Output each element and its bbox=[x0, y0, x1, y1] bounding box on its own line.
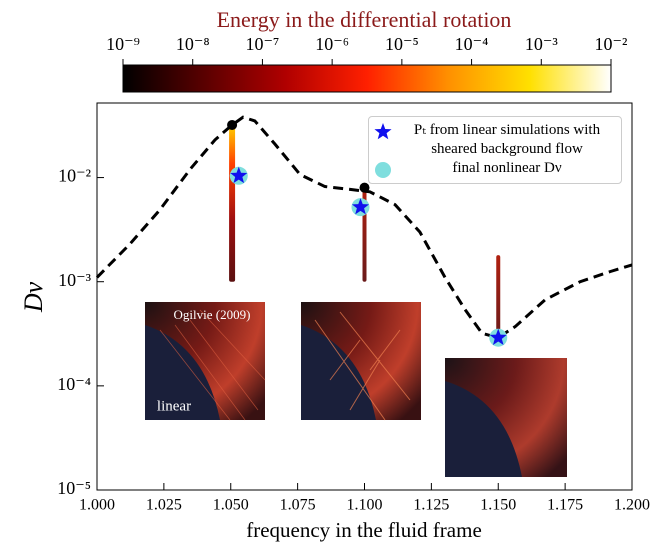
star bbox=[489, 328, 507, 345]
legend-entry: final nonlinear Dν bbox=[373, 159, 617, 179]
x-tick-label: 1.200 bbox=[614, 497, 650, 514]
plot-frame bbox=[96, 102, 633, 491]
y-tick-label: 10⁻⁵ bbox=[57, 478, 91, 498]
legend-entry: Pₜ from linear simulations with sheared … bbox=[373, 121, 617, 159]
chart-title: Energy in the differential rotation bbox=[217, 7, 512, 32]
y-tick-label: 10⁻³ bbox=[58, 270, 92, 290]
legend-marker-shape bbox=[375, 162, 391, 178]
inset bbox=[301, 302, 421, 421]
legend-marker-shape bbox=[374, 123, 392, 140]
y-axis-label: Dν bbox=[19, 281, 48, 313]
legend-label: final nonlinear Dν bbox=[452, 160, 562, 176]
inset bbox=[445, 358, 567, 477]
energy-track bbox=[496, 255, 501, 338]
colorbar-tick-label: 10⁻⁵ bbox=[385, 34, 419, 54]
x-tick-label: 1.100 bbox=[347, 497, 383, 514]
legend-marker bbox=[374, 123, 392, 140]
legend-label: Pₜ from linear simulations with sheared … bbox=[413, 122, 601, 157]
x-tick-label: 1.150 bbox=[480, 497, 516, 514]
colorbar-tick-label: 10⁻³ bbox=[525, 34, 559, 54]
point bbox=[359, 182, 370, 193]
colorbar-tick-label: 10⁻⁸ bbox=[176, 34, 210, 54]
y-tick-label: 10⁻² bbox=[58, 166, 91, 186]
inset bbox=[145, 302, 266, 421]
colorbar-tick-label: 10⁻⁹ bbox=[106, 34, 140, 54]
colorbar bbox=[122, 64, 612, 93]
point bbox=[227, 119, 238, 130]
star bbox=[351, 198, 370, 215]
star bbox=[230, 166, 248, 184]
x-tick-label: 1.125 bbox=[413, 497, 449, 514]
colorbar-tick-label: 10⁻² bbox=[595, 34, 628, 54]
x-tick-label: 1.025 bbox=[146, 497, 182, 514]
y-tick-label: 10⁻⁴ bbox=[57, 374, 91, 394]
x-tick-label: 1.050 bbox=[213, 497, 249, 514]
colorbar-tick-label: 10⁻⁶ bbox=[315, 34, 349, 54]
x-tick-label: 1.175 bbox=[547, 497, 583, 514]
inset-label: linear bbox=[157, 398, 191, 414]
energy-track bbox=[229, 124, 236, 282]
colorbar-tick-label: 10⁻⁷ bbox=[246, 34, 280, 54]
legend: Pₜ from linear simulations with sheared … bbox=[368, 116, 622, 184]
curve bbox=[95, 115, 633, 340]
x-tick-label: 1.075 bbox=[280, 497, 316, 514]
colorbar-tick-label: 10⁻⁴ bbox=[455, 34, 489, 54]
legend-marker bbox=[375, 162, 391, 178]
x-axis-label: frequency in the fluid frame bbox=[246, 518, 482, 542]
inset-caption: Ogilvie (2009) bbox=[174, 307, 251, 322]
x-tick-label: 1.000 bbox=[79, 497, 115, 514]
